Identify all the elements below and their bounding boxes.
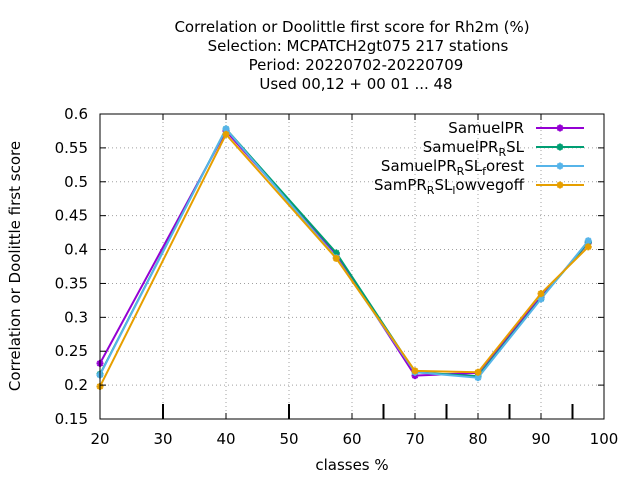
legend-marker-core bbox=[557, 125, 563, 131]
legend-marker-core bbox=[557, 182, 563, 188]
x-tick-label: 20 bbox=[90, 430, 109, 448]
y-tick-label: 0.45 bbox=[55, 207, 88, 225]
legend-label-part: SL bbox=[506, 138, 525, 156]
data-point-core bbox=[538, 296, 544, 302]
title-line-1: Correlation or Doolittle first score for… bbox=[174, 18, 529, 36]
legend-label: SamuelPRRSL bbox=[423, 138, 525, 159]
series-layer bbox=[96, 125, 592, 390]
y-tick-label: 0.3 bbox=[64, 308, 88, 326]
x-tick-label: 60 bbox=[342, 430, 361, 448]
legend-label-subscript: l bbox=[452, 184, 455, 197]
legend-label-subscript: f bbox=[482, 165, 487, 178]
data-point-core bbox=[585, 244, 591, 250]
legend: SamuelPRSamuelPRRSLSamuelPRRSLforestSamP… bbox=[374, 119, 584, 197]
title-line-2: Selection: MCPATCH2gt075 217 stations bbox=[208, 37, 509, 55]
legend-label-subscript: R bbox=[457, 165, 465, 178]
x-axis-ticks: 20 30 40 50 60 70 80 90 100 bbox=[90, 114, 618, 448]
legend-item-2: SamuelPRRSL bbox=[423, 138, 584, 159]
data-point-core bbox=[475, 375, 481, 381]
data-point-core bbox=[538, 291, 544, 297]
legend-item-3: SamuelPRRSLforest bbox=[381, 157, 584, 178]
legend-label-part: owvegoff bbox=[455, 176, 524, 194]
y-axis-ticks: 0.15 0.2 0.25 0.3 0.35 0.4 0.45 0.5 0.55 0.6 bbox=[55, 105, 604, 428]
minor-ticks bbox=[162, 404, 574, 419]
title-line-4: Used 00,12 + 00 01 ... 48 bbox=[259, 75, 452, 93]
legend-label-main: SamPR bbox=[374, 176, 427, 194]
data-point-core bbox=[475, 369, 481, 375]
y-tick-label: 0.55 bbox=[55, 139, 88, 157]
x-tick-label: 30 bbox=[153, 430, 172, 448]
x-tick-label: 80 bbox=[468, 430, 487, 448]
x-tick-label: 100 bbox=[590, 430, 619, 448]
x-tick-label: 90 bbox=[531, 430, 550, 448]
legend-label-main: SamuelPR bbox=[423, 138, 499, 156]
data-point-core bbox=[333, 250, 339, 256]
legend-label-part: orest bbox=[486, 157, 524, 175]
legend-marker-core bbox=[557, 144, 563, 150]
x-tick-label: 50 bbox=[279, 430, 298, 448]
legend-label-part: SL bbox=[464, 157, 483, 175]
legend-item-1: SamuelPR bbox=[448, 119, 584, 137]
data-point-core bbox=[223, 126, 229, 132]
legend-label: SamPRRSLlowvegoff bbox=[374, 176, 525, 197]
data-point-core bbox=[333, 255, 339, 261]
y-tick-label: 0.4 bbox=[64, 241, 88, 259]
legend-marker-core bbox=[557, 163, 563, 169]
x-tick-label: 40 bbox=[216, 430, 235, 448]
legend-label-main: SamuelPR bbox=[381, 157, 457, 175]
y-tick-label: 0.35 bbox=[55, 274, 88, 292]
x-tick-label: 70 bbox=[405, 430, 424, 448]
y-tick-label: 0.15 bbox=[55, 410, 88, 428]
chart-title: Correlation or Doolittle first score for… bbox=[174, 18, 529, 93]
y-tick-label: 0.6 bbox=[64, 105, 88, 123]
legend-label-subscript: R bbox=[427, 184, 435, 197]
grid bbox=[99, 113, 605, 420]
legend-item-4: SamPRRSLlowvegoff bbox=[374, 176, 584, 197]
y-tick-label: 0.25 bbox=[55, 342, 88, 360]
legend-label-main: SamuelPR bbox=[448, 119, 524, 137]
x-axis-label: classes % bbox=[315, 456, 388, 474]
y-tick-label: 0.2 bbox=[64, 376, 88, 394]
data-point-core bbox=[223, 131, 229, 137]
legend-label: SamuelPR bbox=[448, 119, 524, 137]
data-point-core bbox=[585, 238, 591, 244]
y-axis-label: Correlation or Doolittle first score bbox=[6, 141, 24, 391]
legend-label-part: SL bbox=[434, 176, 453, 194]
legend-label-subscript: R bbox=[498, 146, 506, 159]
data-point-core bbox=[412, 368, 418, 374]
y-tick-label: 0.5 bbox=[64, 173, 88, 191]
legend-label: SamuelPRRSLforest bbox=[381, 157, 524, 178]
title-line-3: Period: 20220702-20220709 bbox=[249, 56, 464, 74]
